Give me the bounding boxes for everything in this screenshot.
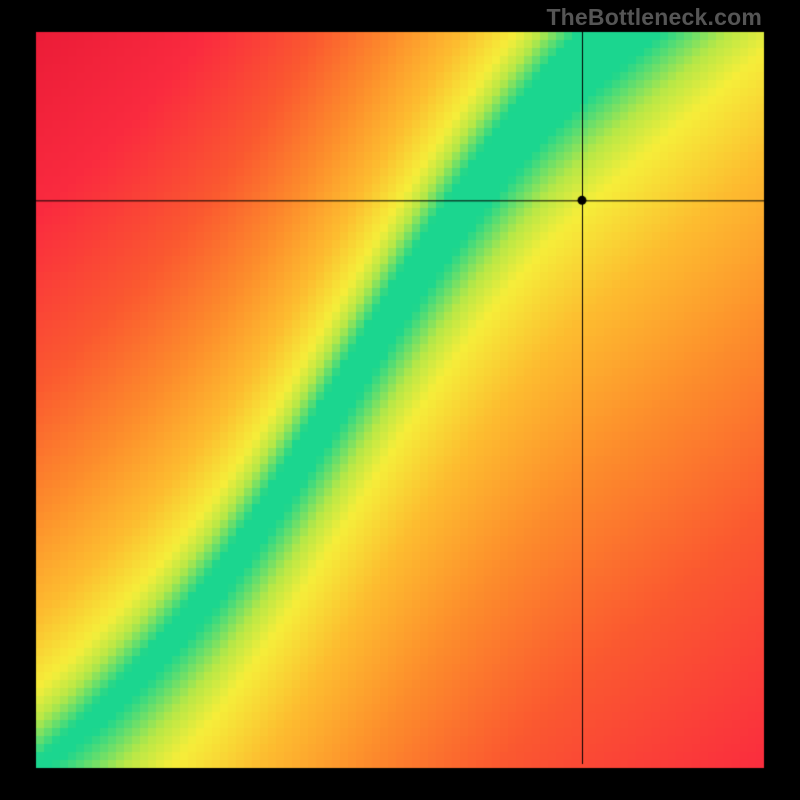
watermark-text: TheBottleneck.com [546,4,762,31]
bottleneck-heatmap [0,0,800,800]
